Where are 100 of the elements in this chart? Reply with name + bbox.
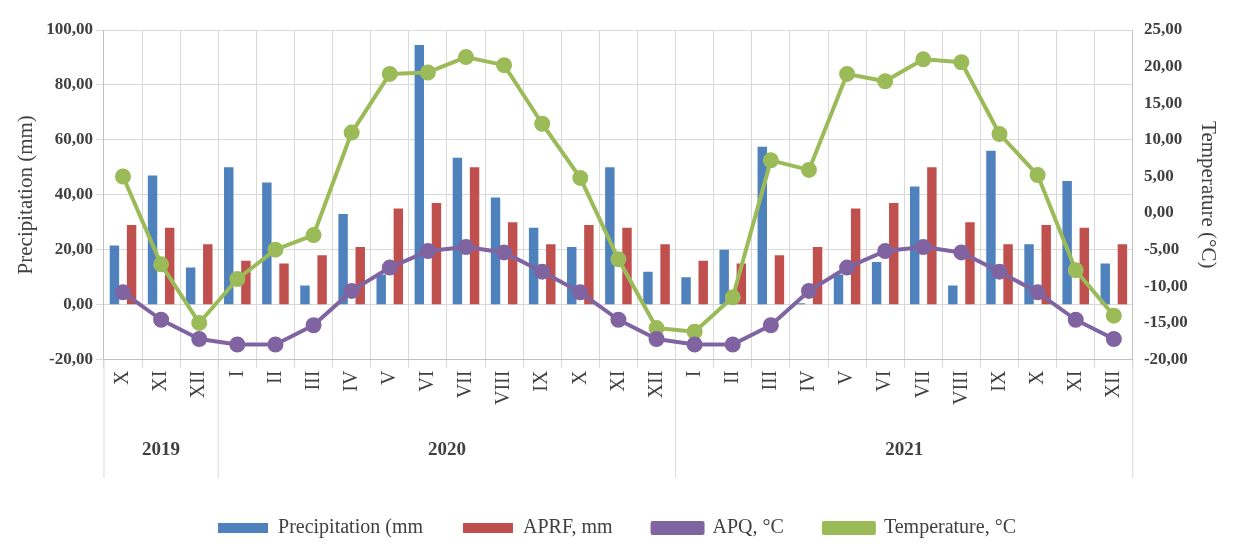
x-tick-label: IX xyxy=(529,370,552,392)
point xyxy=(877,73,894,90)
point xyxy=(419,64,436,81)
y-tick-label: 40,00 xyxy=(54,184,93,204)
x-tick-label: II xyxy=(262,370,285,384)
point xyxy=(800,282,817,299)
x-tick-label: XI xyxy=(605,370,628,392)
point xyxy=(343,124,360,141)
bar xyxy=(660,244,670,305)
bar xyxy=(1117,244,1128,305)
text: 2020 xyxy=(427,437,466,459)
bar xyxy=(262,182,272,305)
x-tick-label: IX xyxy=(986,370,1009,392)
point xyxy=(915,51,932,68)
x-tick-label: X xyxy=(1024,370,1047,386)
point xyxy=(953,244,970,261)
bar xyxy=(986,150,996,305)
point xyxy=(1029,284,1046,301)
y-tick-label: 60,00 xyxy=(54,129,93,149)
bar xyxy=(317,255,327,305)
x-tick-label: VII xyxy=(910,370,933,399)
point xyxy=(686,336,703,353)
bar xyxy=(871,262,882,305)
x-tick-label: I xyxy=(224,370,247,378)
point xyxy=(572,169,589,186)
x-tick-label: II xyxy=(720,370,742,384)
y2-tick-label: 0,00 xyxy=(1143,202,1174,222)
point xyxy=(229,336,246,353)
x-tick-label: X xyxy=(567,370,590,386)
bar xyxy=(833,274,844,305)
bar xyxy=(469,167,480,305)
point xyxy=(1067,311,1084,328)
bar xyxy=(279,263,289,305)
point xyxy=(686,323,703,340)
y-tick-label: 100,00 xyxy=(46,19,93,39)
point xyxy=(115,168,131,185)
point xyxy=(229,271,246,288)
bar xyxy=(1100,263,1110,305)
y-axis-title: Precipitation (mm) xyxy=(13,115,38,275)
y-tick-label: 20,00 xyxy=(54,239,93,259)
point xyxy=(800,161,817,178)
point xyxy=(762,152,779,169)
point xyxy=(877,243,894,260)
x-tick-label: VIII xyxy=(491,370,514,406)
point xyxy=(991,126,1008,142)
y2-tick-label: -10,00 xyxy=(1143,275,1188,295)
point xyxy=(267,336,284,353)
point xyxy=(191,314,208,331)
bar xyxy=(376,274,386,305)
x-tick-label: VII xyxy=(453,370,476,399)
y-tick-label: 0,00 xyxy=(63,294,93,314)
bar xyxy=(643,271,653,305)
x-tick-label: VI xyxy=(872,370,895,392)
bar xyxy=(774,255,785,305)
point xyxy=(305,227,322,244)
point xyxy=(572,284,589,301)
x-tick-label: VIII xyxy=(948,370,971,406)
bar xyxy=(910,186,920,305)
y2-tick-label: -20,00 xyxy=(1143,348,1188,368)
bar xyxy=(300,285,310,305)
point xyxy=(610,251,627,268)
y2-tick-label: 15,00 xyxy=(1143,92,1183,112)
bar xyxy=(185,267,196,305)
bar xyxy=(965,222,975,305)
text: 2019 xyxy=(142,437,181,459)
legend-label: Temperature, °C xyxy=(883,515,1016,539)
y-tick-label: -20,00 xyxy=(49,348,93,368)
point xyxy=(1105,330,1122,347)
bar xyxy=(338,214,348,305)
point xyxy=(496,57,513,74)
bar xyxy=(927,167,937,305)
point xyxy=(839,65,856,82)
point xyxy=(1029,167,1046,184)
point xyxy=(381,259,398,276)
point xyxy=(115,284,131,301)
point xyxy=(915,238,932,255)
bar xyxy=(948,285,958,305)
x-tick-label: V xyxy=(377,370,400,386)
point xyxy=(1067,262,1084,279)
y2-tick-label: -15,00 xyxy=(1143,312,1188,332)
x-tick-label: XI xyxy=(148,370,171,392)
legend-label: APRF, mm xyxy=(522,515,613,538)
x-tick-label: VI xyxy=(415,370,438,392)
y2-tick-label: 5,00 xyxy=(1143,165,1174,185)
bar xyxy=(719,249,729,305)
point xyxy=(153,256,170,273)
point xyxy=(762,317,779,334)
bar xyxy=(203,244,213,305)
point xyxy=(724,336,741,353)
point xyxy=(191,330,208,347)
point xyxy=(1105,307,1122,324)
y2-tick-label: 20,00 xyxy=(1143,56,1183,76)
x-tick-label: XI xyxy=(1062,370,1085,392)
bar xyxy=(452,157,463,305)
x-tick-label: III xyxy=(758,370,781,391)
x-tick-label: XII xyxy=(643,370,666,399)
x-tick-label: IV xyxy=(796,370,819,392)
x-tick-label: III xyxy=(300,370,323,391)
point xyxy=(724,289,741,306)
legend-label: Precipitation (mm xyxy=(278,515,424,539)
